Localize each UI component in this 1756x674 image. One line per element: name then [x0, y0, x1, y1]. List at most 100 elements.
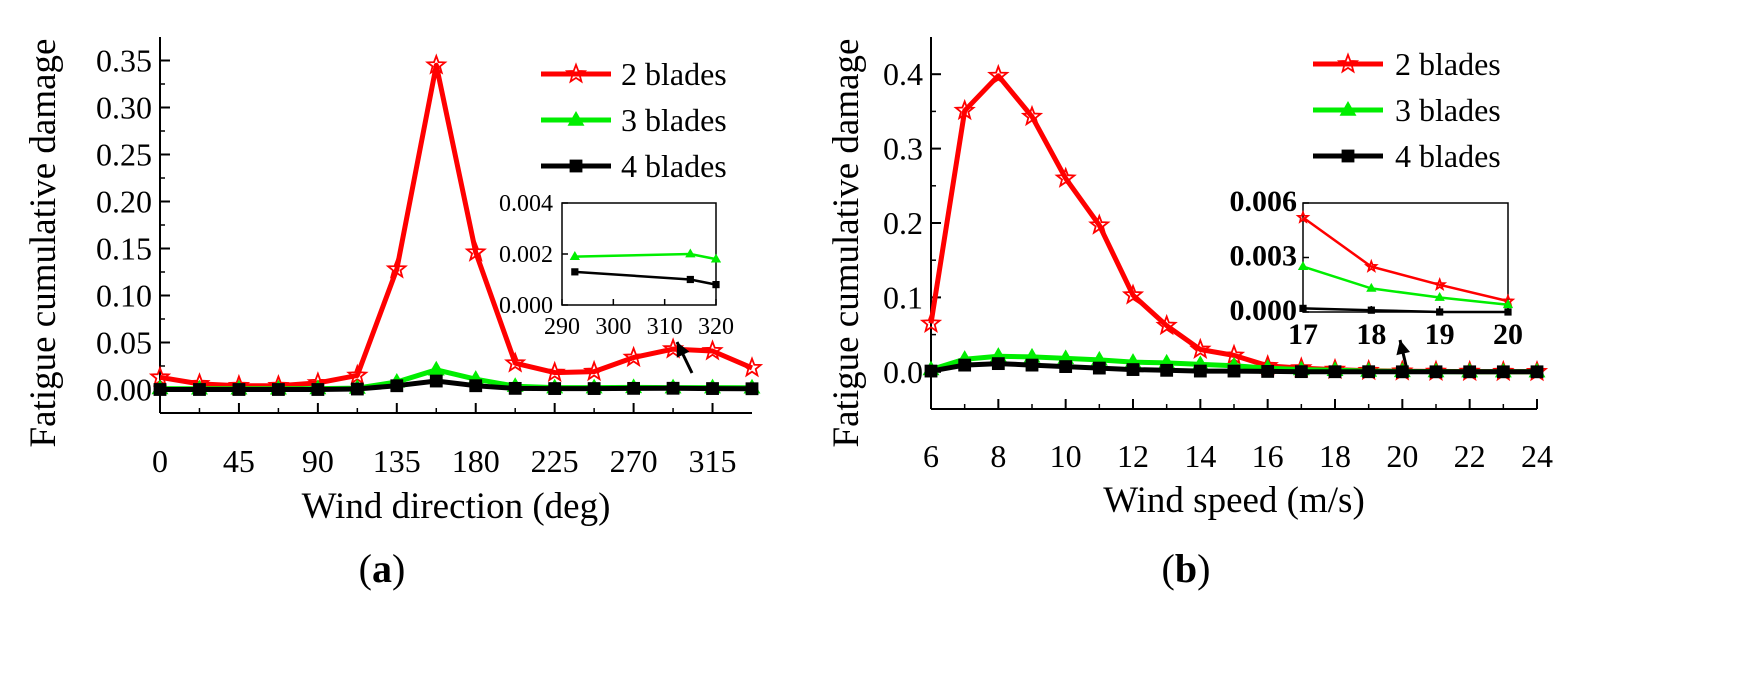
x-tick-label: 10	[1050, 438, 1082, 474]
y-tick-label: 0.3	[883, 131, 923, 167]
x-tick-label: 135	[373, 443, 421, 479]
x-tick-label: 18	[1319, 438, 1351, 474]
inset-chart: 290 300 310 320 0.000 0.002 0.004	[499, 191, 734, 340]
legend-marker	[1339, 100, 1357, 116]
data-point	[1261, 365, 1275, 378]
x-axis-title: Wind direction (deg)	[302, 486, 611, 527]
y-tick-label: 0.10	[96, 278, 152, 314]
data-point	[425, 53, 448, 75]
series-line-4-blades	[160, 378, 753, 392]
data-point	[987, 63, 1010, 86]
x-tick-label: 16	[1252, 438, 1284, 474]
y-tick-label: 0.35	[96, 43, 152, 79]
legend-label: 3 blades	[621, 102, 727, 138]
inset-data-point	[1504, 308, 1512, 316]
data-point	[587, 382, 601, 395]
x-tick-label: 270	[610, 443, 658, 479]
data-point	[272, 383, 285, 396]
legend-label: 4 blades	[621, 148, 727, 184]
y-tick-label: 0.05	[96, 325, 152, 361]
data-point	[991, 357, 1005, 371]
inset-data-point	[1502, 299, 1514, 309]
inset-series-line	[1302, 307, 1508, 314]
data-point	[1054, 166, 1077, 188]
data-point	[919, 311, 943, 333]
inset-series-line	[1302, 265, 1509, 306]
inset-x-tick-label: 310	[647, 314, 683, 340]
data-point	[385, 257, 408, 279]
inset-chart: 17 18 19 20 0.000 0.003 0.006	[1230, 185, 1524, 351]
x-tick-label: 225	[531, 443, 579, 479]
inset-x-tick-label: 290	[544, 314, 580, 340]
inset-data-point	[1297, 261, 1309, 271]
inset-data-point	[571, 268, 579, 276]
data-point	[1193, 364, 1207, 378]
data-point	[1189, 337, 1212, 360]
inset-data-point	[710, 253, 722, 263]
data-point	[548, 382, 562, 395]
data-point	[1059, 360, 1073, 373]
x-tick-label: 45	[223, 443, 255, 479]
data-point	[924, 364, 938, 378]
y-tick-label: 0.20	[96, 184, 152, 220]
x-tick-label: 315	[689, 443, 737, 479]
chart-panel-b: 6 8 10 12 14 16 18 20 22 24 0.0 0.1 0.2 0.3 0.4 Wind sp…	[826, 37, 1553, 591]
data-point	[701, 339, 724, 361]
data-point	[543, 360, 566, 383]
chart-panel-a: 0 45 90 135 180 225 270 315 0.00 0.05 0.10 0.15 0.20…	[23, 37, 764, 591]
y-tick-label: 0.2	[883, 205, 923, 241]
legend-label: 3 blades	[1395, 92, 1501, 128]
inset-data-point	[1436, 308, 1444, 316]
data-point	[469, 379, 483, 393]
inset-data-point	[1367, 306, 1375, 314]
x-tick-label: 20	[1386, 438, 1418, 474]
data-point	[958, 358, 972, 372]
y-axis-title: Fatigue cumulative damage	[23, 39, 64, 448]
data-point	[1328, 365, 1342, 379]
data-point	[232, 383, 246, 396]
y-tick-label: 0.25	[96, 137, 152, 173]
inset-data-point	[1434, 291, 1445, 301]
y-tick-label: 0.0	[883, 354, 923, 390]
data-point	[706, 382, 719, 395]
x-tick-label: 24	[1521, 438, 1553, 474]
x-tick-label: 8	[990, 438, 1006, 474]
inset-x-tick-label: 300	[595, 314, 631, 340]
y-tick-label: 0.15	[96, 231, 152, 267]
x-tick-label: 22	[1454, 438, 1486, 474]
inset-arrow-head	[1396, 340, 1410, 356]
data-point	[1160, 363, 1174, 377]
data-point	[745, 382, 759, 396]
data-point	[1121, 283, 1145, 305]
data-point	[1155, 313, 1178, 336]
inset-y-tick-label: 0.003	[1230, 240, 1298, 273]
inset-x-tick-label: 18	[1356, 318, 1386, 351]
data-point	[508, 381, 522, 395]
data-point	[622, 345, 645, 368]
inset-data-point	[686, 275, 694, 284]
inset-x-tick-label: 19	[1425, 318, 1455, 351]
y-tick-label: 0.4	[883, 56, 923, 92]
data-point	[1092, 361, 1106, 375]
inset-data-point	[1299, 304, 1307, 312]
inset-data-point	[1295, 209, 1311, 224]
legend-label: 4 blades	[1395, 138, 1501, 174]
x-tick-label: 6	[923, 438, 939, 474]
inset-x-tick-label: 20	[1493, 318, 1523, 351]
y-tick-label: 0.00	[96, 372, 152, 408]
y-tick-label: 0.1	[883, 279, 923, 315]
data-point	[504, 351, 527, 373]
legend-marker	[1336, 52, 1360, 74]
inset-data-point	[685, 248, 696, 258]
legend-label: 2 blades	[1395, 46, 1501, 82]
inset-data-point	[1363, 258, 1379, 273]
data-point	[153, 383, 167, 396]
legend-marker	[569, 159, 583, 173]
inset-arrow-head	[676, 342, 690, 358]
inset-data-point	[569, 251, 580, 260]
data-point	[1088, 213, 1111, 235]
y-tick-label: 0.30	[96, 90, 152, 126]
data-point	[1362, 365, 1376, 379]
y-axis-title: Fatigue cumulative damage	[826, 39, 867, 448]
